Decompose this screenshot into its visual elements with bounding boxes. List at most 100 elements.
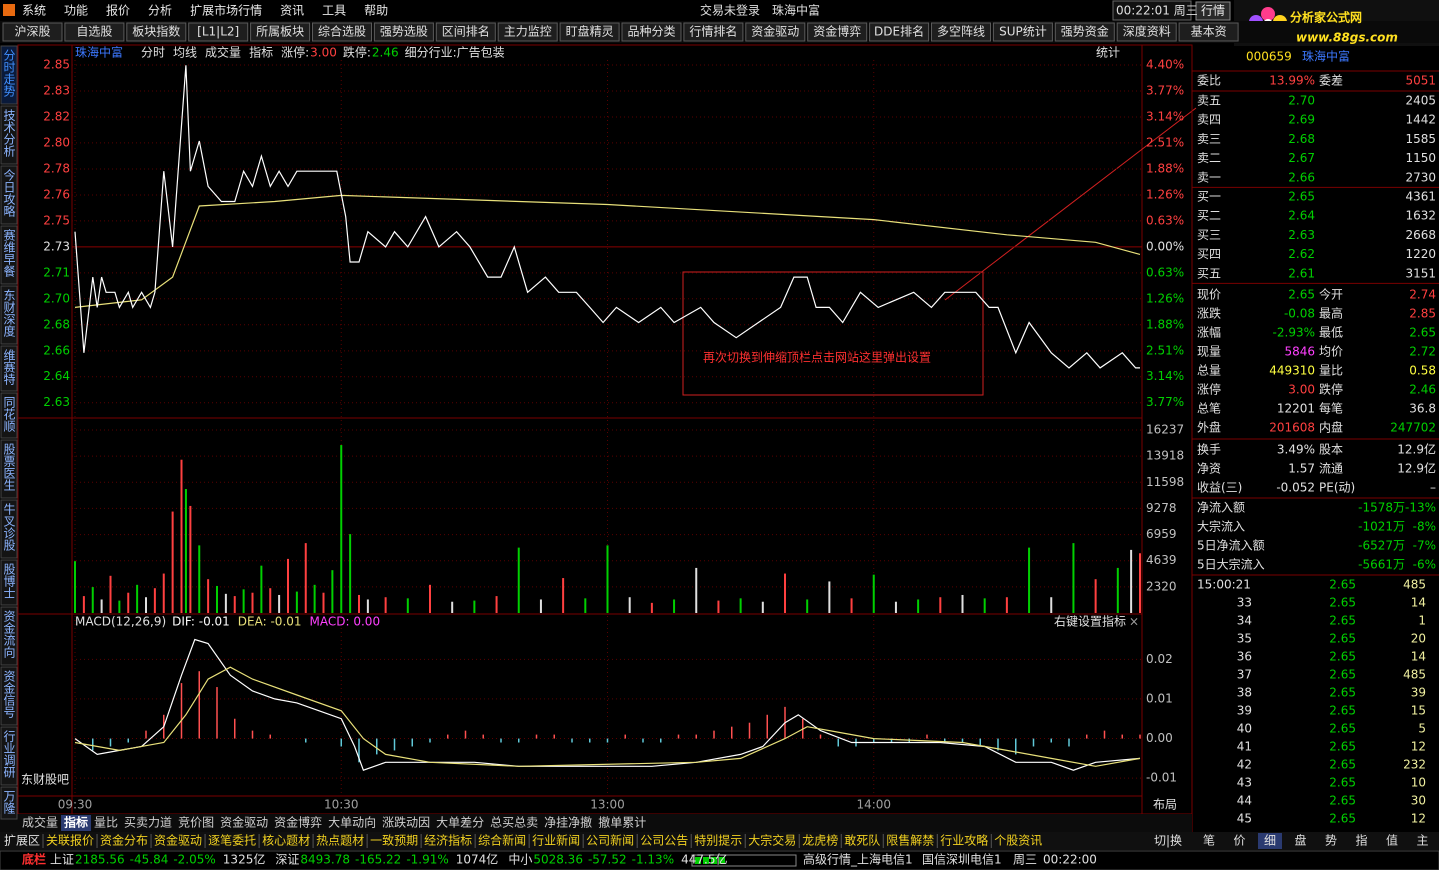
toolbar-button-label[interactable]: DDE排名	[874, 24, 924, 39]
menu-item[interactable]: 资讯	[280, 4, 304, 18]
toolbar-button[interactable]	[807, 22, 868, 42]
menu-item[interactable]: 扩展市场行情	[190, 3, 262, 18]
side-tab-label[interactable]: 维赛特	[2, 349, 16, 385]
side-tab-label[interactable]: 赛维早餐	[2, 228, 16, 277]
extension-item[interactable]: 关联报价	[46, 833, 94, 848]
indicator-tab[interactable]: 撤单累计	[598, 815, 646, 830]
toolbar-button[interactable]	[931, 22, 991, 42]
toolbar-button[interactable]	[559, 22, 620, 42]
close-icon[interactable]: ×	[1129, 615, 1139, 629]
side-tab-label[interactable]: 股博士	[2, 563, 16, 599]
indicator-setting[interactable]: 右键设置指标	[1054, 614, 1126, 629]
toolbar-button-label[interactable]: 基本资	[1191, 25, 1227, 39]
toolbar-button[interactable]	[250, 22, 311, 42]
toolbar-button-label[interactable]: 盯盘精灵	[566, 24, 614, 39]
toolbar-button[interactable]	[992, 22, 1053, 42]
toolbar-button-label[interactable]: 所属板块	[256, 25, 304, 39]
side-tab-button[interactable]: 细	[1264, 834, 1276, 848]
toolbar-button[interactable]	[1116, 22, 1177, 42]
side-tab[interactable]	[0, 606, 18, 666]
side-tab-label[interactable]: 分时走势	[2, 49, 16, 97]
indicator-tab[interactable]: 大单动向	[328, 815, 376, 830]
toolbar-button-label[interactable]: 深度资料	[1123, 24, 1171, 39]
extension-item[interactable]: 敢死队	[844, 833, 880, 848]
side-tab-label[interactable]: 东财深度	[2, 289, 16, 337]
toolbar-button[interactable]	[683, 22, 744, 42]
toolbar-button-label[interactable]: 资金驱动	[751, 24, 799, 39]
indicator-tab[interactable]: 量比	[94, 816, 118, 830]
extension-item[interactable]: 热点题材	[316, 834, 364, 848]
side-tab-label[interactable]: 同花顺	[2, 396, 16, 432]
side-tab[interactable]	[0, 439, 18, 499]
side-tab[interactable]	[0, 285, 18, 345]
menu-item[interactable]: 分析	[148, 4, 172, 18]
extension-item[interactable]: 经济指标	[424, 833, 472, 848]
extension-item[interactable]: 个股资讯	[994, 834, 1042, 848]
toolbar-button-label[interactable]: 强势选股	[380, 25, 428, 39]
side-tab-label[interactable]: 技术分析	[2, 109, 16, 158]
extension-item[interactable]: 行业攻略	[940, 833, 988, 848]
side-tab-label[interactable]: 牛叉诊股	[2, 502, 16, 552]
side-tab-button[interactable]: 价	[1233, 834, 1245, 848]
quote-button-label[interactable]: 行情	[1201, 4, 1225, 18]
toolbar-button[interactable]	[497, 22, 558, 42]
side-tab-label[interactable]: 行业调研	[2, 730, 16, 778]
chart-tab[interactable]: 分时	[141, 46, 165, 60]
side-tab[interactable]	[0, 345, 18, 392]
side-tab-label[interactable]: 今日攻略	[2, 168, 16, 218]
toolbar-button-label[interactable]: 自选股	[76, 25, 112, 39]
side-tab[interactable]	[0, 392, 18, 439]
extension-item[interactable]: 一致预期	[370, 834, 418, 848]
side-tab[interactable]	[0, 726, 18, 786]
side-tab-button[interactable]: 值	[1386, 833, 1398, 848]
indicator-tab[interactable]: 指标	[64, 815, 88, 830]
quote-button[interactable]	[1195, 1, 1231, 21]
side-tab-button[interactable]: 指	[1355, 833, 1367, 848]
extension-item[interactable]: 大宗交易	[748, 833, 796, 848]
menu-item[interactable]: 帮助	[364, 4, 388, 18]
side-tab-label[interactable]: 资金信号	[2, 670, 16, 718]
extension-item[interactable]: 逐笔委托	[208, 833, 256, 848]
extension-item[interactable]: 综合新闻	[478, 833, 526, 848]
toolbar-button-label[interactable]: 多空阵线	[937, 25, 985, 39]
toolbar-button[interactable]	[435, 22, 496, 42]
toolbar-button[interactable]	[64, 22, 125, 42]
toolbar-button[interactable]	[1054, 22, 1115, 42]
side-tab-label[interactable]: 资金流向	[2, 610, 16, 658]
indicator-tab[interactable]: 资金博弈	[274, 815, 322, 830]
indicator-tab[interactable]: 涨跌动因	[382, 815, 430, 830]
toolbar-button-label[interactable]: 资金博弈	[813, 24, 861, 39]
toolbar-button-label[interactable]: 板块指数	[132, 24, 180, 39]
extension-item[interactable]: 限售解禁	[886, 833, 934, 848]
extension-item[interactable]: 资金分布	[100, 833, 148, 848]
extension-item[interactable]: 公司公告	[640, 834, 688, 848]
indicator-tab[interactable]: 买卖力道	[124, 816, 172, 830]
toolbar-button-label[interactable]: 强势资金	[1061, 24, 1109, 39]
side-tab[interactable]	[0, 786, 18, 820]
switch-button[interactable]: 切|换	[1154, 834, 1182, 848]
side-tab-label[interactable]: 万隆	[2, 790, 16, 815]
layout-button[interactable]: 布局	[1153, 798, 1177, 812]
toolbar-button-label[interactable]: 沪深股	[14, 25, 50, 39]
side-tab[interactable]	[0, 165, 18, 225]
indicator-tab[interactable]: 净挂净撤	[544, 815, 592, 830]
chart-tab[interactable]: 指标	[249, 45, 273, 60]
chart-tab[interactable]: 成交量	[205, 45, 241, 60]
toolbar-button[interactable]	[126, 22, 187, 42]
menu-item[interactable]: 报价	[106, 3, 130, 18]
toolbar-button-label[interactable]: 行情排名	[689, 24, 737, 39]
toolbar-button-label[interactable]: 区间排名	[442, 24, 490, 39]
extension-item[interactable]: 龙虎榜	[802, 833, 838, 848]
toolbar-button[interactable]	[745, 22, 806, 42]
indicator-tab[interactable]: 大单差分	[436, 816, 484, 830]
toolbar-button-label[interactable]: 品种分类	[627, 25, 675, 39]
menu-item[interactable]: 工具	[322, 4, 346, 18]
indicator-tab[interactable]: 竞价图	[178, 816, 214, 830]
menu-item[interactable]: 功能	[64, 4, 88, 18]
side-tab-label[interactable]: 股票医生	[2, 443, 16, 491]
side-tab[interactable]	[0, 45, 18, 105]
indicator-tab[interactable]: 总买总卖	[490, 816, 538, 830]
side-tab[interactable]	[0, 666, 18, 726]
toolbar-button-label[interactable]: 综合选股	[318, 24, 366, 39]
indicator-tab[interactable]: 成交量	[22, 815, 58, 830]
